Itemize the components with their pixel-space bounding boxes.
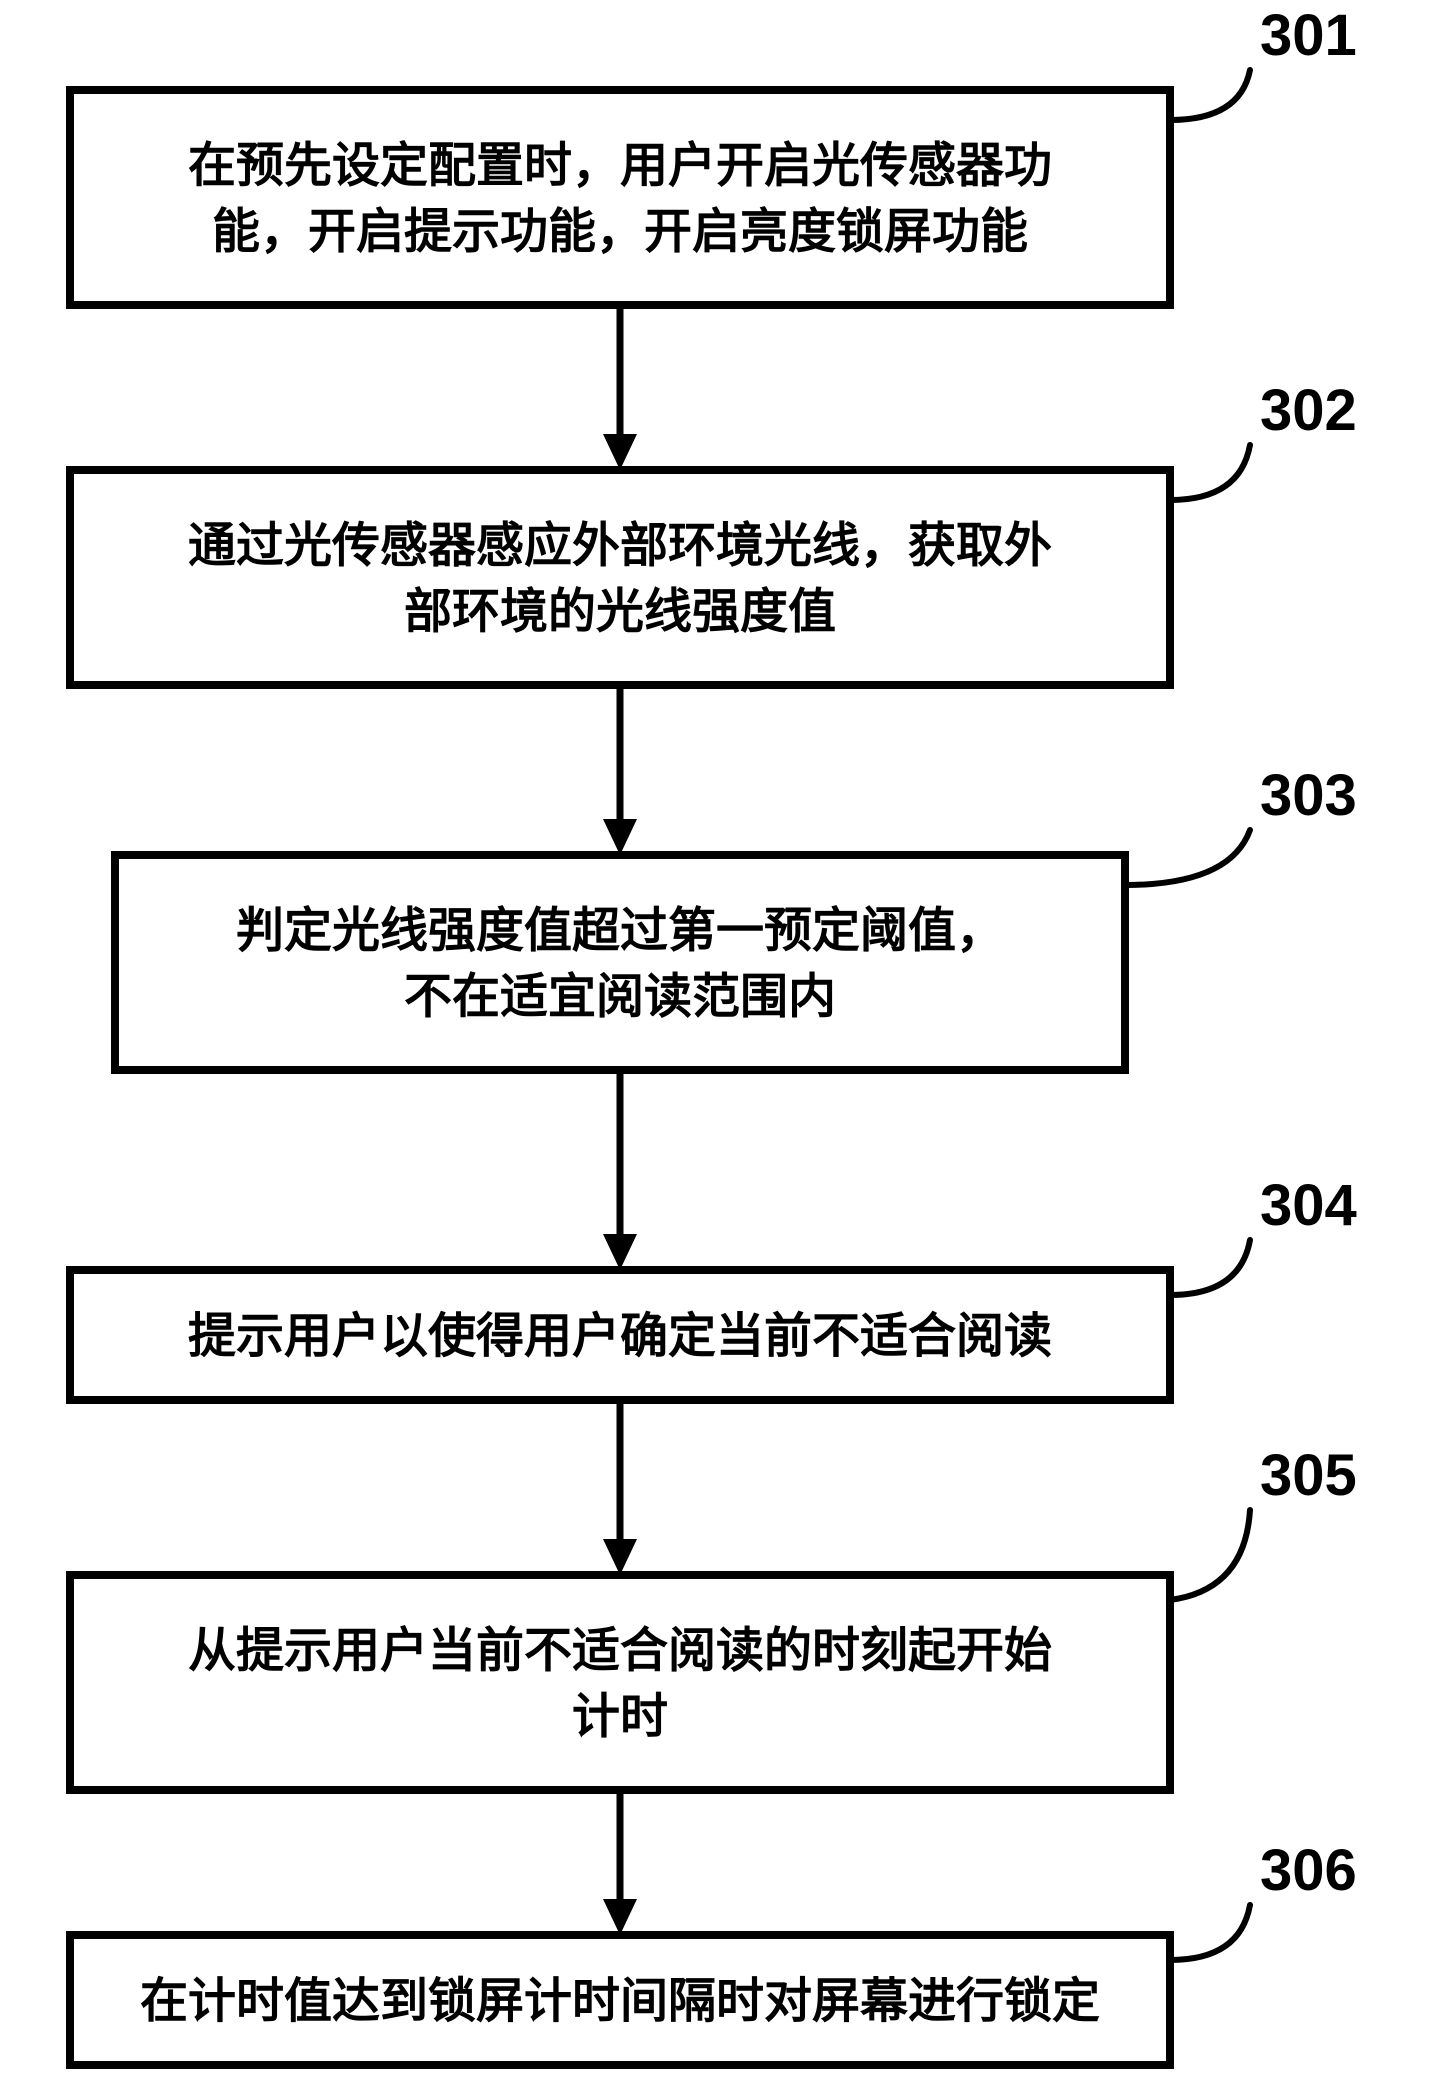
callout-number: 302 <box>1260 378 1357 443</box>
flow-step-box <box>70 470 1170 685</box>
flow-step-text: 在计时值达到锁屏计时间隔时对屏幕进行锁定 <box>140 1975 1100 2028</box>
flow-step-box <box>115 855 1125 1070</box>
flow-step-2: 通过光传感器感应外部环境光线，获取外部环境的光线强度值 <box>70 470 1170 685</box>
flow-step-6: 在计时值达到锁屏计时间隔时对屏幕进行锁定 <box>70 1935 1170 2065</box>
flowchart-diagram: 在预先设定配置时，用户开启光传感器功能，开启提示功能，开启亮度锁屏功能通过光传感… <box>0 0 1438 2080</box>
callout-number: 301 <box>1260 3 1357 68</box>
flow-step-box <box>70 1575 1170 1790</box>
flow-step-text: 能，开启提示功能，开启亮度锁屏功能 <box>212 205 1028 258</box>
flow-step-text: 通过光传感器感应外部环境光线，获取外 <box>188 519 1052 572</box>
flow-step-5: 从提示用户当前不适合阅读的时刻起开始计时 <box>70 1575 1170 1790</box>
flow-step-1: 在预先设定配置时，用户开启光传感器功能，开启提示功能，开启亮度锁屏功能 <box>70 90 1170 305</box>
flow-step-text: 在预先设定配置时，用户开启光传感器功 <box>188 139 1052 192</box>
callout-number: 304 <box>1260 1173 1357 1238</box>
flow-step-text: 计时 <box>572 1690 668 1743</box>
flow-step-text: 从提示用户当前不适合阅读的时刻起开始 <box>188 1624 1052 1677</box>
callout-number: 305 <box>1260 1443 1357 1508</box>
flow-step-text: 不在适宜阅读范围内 <box>404 970 836 1023</box>
callout-number: 306 <box>1260 1838 1357 1903</box>
flow-step-text: 部环境的光线强度值 <box>404 585 836 638</box>
callout-number: 303 <box>1260 763 1357 828</box>
flow-step-box <box>70 90 1170 305</box>
flow-step-3: 判定光线强度值超过第一预定阈值， 不在适宜阅读范围内 <box>115 855 1125 1070</box>
flow-step-text: 判定光线强度值超过第一预定阈值， <box>236 904 1004 957</box>
flow-step-4: 提示用户以使得用户确定当前不适合阅读 <box>70 1270 1170 1400</box>
flow-step-text: 提示用户以使得用户确定当前不适合阅读 <box>188 1310 1052 1363</box>
